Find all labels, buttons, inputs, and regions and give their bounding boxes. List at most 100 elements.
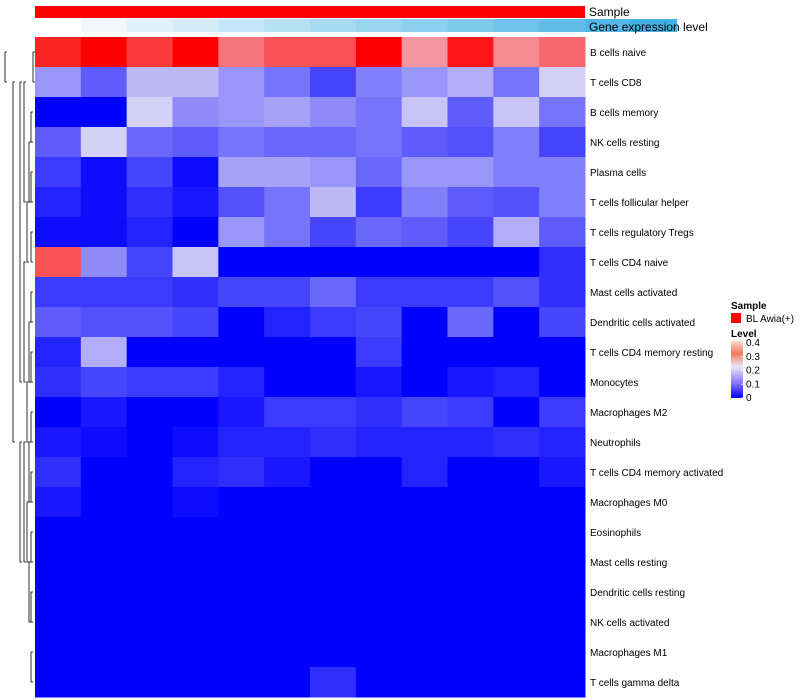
sample-annotation-bar [35, 6, 585, 18]
heatmap-cell [80, 577, 128, 608]
heatmap-cell [218, 97, 265, 128]
heatmap-cell [447, 667, 494, 698]
heatmap-cell [264, 577, 311, 608]
heatmap-cell [264, 397, 311, 428]
heatmap-cell [35, 427, 82, 458]
heatmap-cell [126, 127, 173, 158]
heatmap-cell [126, 487, 173, 518]
heatmap-cell [447, 67, 494, 98]
heatmap-cell [218, 367, 265, 398]
heatmap-cell [447, 217, 494, 248]
row-label: NK cells activated [590, 618, 669, 629]
heatmap-cell [539, 487, 586, 518]
heatmap-cell [493, 337, 540, 368]
heatmap-cell [355, 367, 403, 398]
heatmap-cell [310, 607, 357, 638]
heatmap-cell [126, 277, 173, 308]
heatmap-cell [172, 187, 219, 218]
heatmap-cell [447, 637, 494, 668]
dendrogram-branch [30, 231, 33, 263]
heatmap-cell [447, 427, 494, 458]
heatmap-cell [218, 517, 265, 548]
row-dendrogram [4, 51, 35, 683]
heatmap-cell [401, 247, 448, 278]
heatmap-cell [493, 637, 540, 668]
heatmap-cell [35, 307, 82, 338]
heatmap-cell [80, 187, 128, 218]
heatmap-cell [539, 607, 586, 638]
dendrogram-branch [30, 471, 33, 503]
heatmap-cell [447, 307, 494, 338]
dendrogram-branch [30, 591, 33, 623]
heatmap-cell [126, 67, 173, 98]
heatmap-cell [355, 277, 403, 308]
heatmap-cell [35, 397, 82, 428]
legend-tick-label: 0.4 [746, 338, 760, 349]
heatmap-cell [218, 217, 265, 248]
heatmap-cell [401, 577, 448, 608]
heatmap-cell [80, 217, 128, 248]
heatmap-cell [35, 637, 82, 668]
heatmap-cell [310, 397, 357, 428]
heatmap-cell [264, 547, 311, 578]
heatmap-cell [172, 247, 219, 278]
row-labels: B cells naive T cells CD8 B cells memory NK… [590, 48, 723, 689]
heatmap-cell [401, 337, 448, 368]
legend: Sample BL Awia(+) Level 0.4 0.3 0.2 0.1 0 [731, 301, 794, 404]
heatmap-cell [539, 127, 586, 158]
heatmap-cell [447, 457, 494, 488]
heatmap-cell [310, 547, 357, 578]
dendrogram-branch [30, 531, 33, 563]
row-label: Mast cells resting [590, 558, 667, 569]
gene-expression-swatch [630, 19, 678, 32]
heatmap-cell [493, 607, 540, 638]
heatmap-cell [35, 217, 82, 248]
heatmap-cell [539, 187, 586, 218]
heatmap-cell [310, 517, 357, 548]
gene-expression-annotation-bar [35, 19, 678, 32]
heatmap-cell [493, 367, 540, 398]
heatmap-cell [80, 457, 128, 488]
heatmap-cell [401, 187, 448, 218]
heatmap-cell [264, 247, 311, 278]
heatmap-cell [310, 277, 357, 308]
row-label: Neutrophils [590, 438, 641, 449]
heatmap-cell [355, 337, 403, 368]
heatmap-cell [401, 127, 448, 158]
dendrogram-branch [30, 351, 33, 383]
heatmap-cell [172, 547, 219, 578]
heatmap-cell [539, 457, 586, 488]
heatmap-cell [447, 157, 494, 188]
heatmap-cell [310, 187, 357, 218]
heatmap-cell [539, 397, 586, 428]
heatmap-cell [172, 337, 219, 368]
dendrogram-branch [19, 81, 22, 383]
legend-tick-label: 0 [746, 393, 752, 404]
row-label: NK cells resting [590, 138, 659, 149]
legend-tick-label: 0.2 [746, 366, 760, 377]
heatmap-cell [172, 97, 219, 128]
legend-tick-label: 0.3 [746, 352, 760, 363]
row-label: T cells regulatory Tregs [590, 228, 694, 239]
heatmap-cell [126, 517, 173, 548]
heatmap-cell [355, 307, 403, 338]
dendrogram-branch [28, 441, 31, 503]
heatmap-cell [447, 367, 494, 398]
gene-expression-swatch [80, 19, 128, 32]
row-label: Dendritic cells activated [590, 318, 695, 329]
heatmap-cell [539, 577, 586, 608]
heatmap-cell [218, 37, 265, 68]
row-label: Plasma cells [590, 168, 646, 179]
heatmap-cell [172, 217, 219, 248]
heatmap-cell [401, 517, 448, 548]
heatmap-cell [401, 37, 448, 68]
heatmap-cell [80, 307, 128, 338]
dendrogram-branch [19, 441, 22, 563]
heatmap-cell [172, 367, 219, 398]
heatmap-cell [35, 67, 82, 98]
heatmap-cell [264, 337, 311, 368]
heatmap-cell [539, 517, 586, 548]
heatmap-cell [264, 517, 311, 548]
heatmap-cell [355, 517, 403, 548]
heatmap-cell [35, 547, 82, 578]
